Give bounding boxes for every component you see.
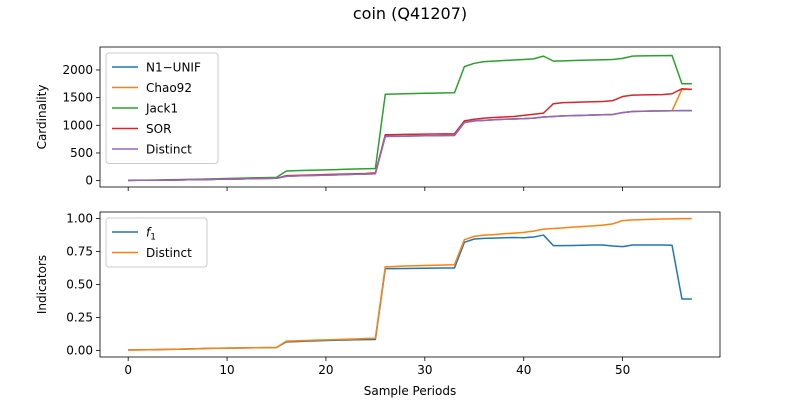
panel2-x-tick-label: 30: [417, 363, 432, 377]
panel2-y-tick-label: 0.00: [66, 343, 93, 357]
panel1-legend-label-chao92: Chao92: [146, 81, 192, 95]
panel1-series-line-distinct: [128, 109, 692, 182]
panel2-legend-label-sub: 1: [150, 233, 156, 243]
panel2-x-tick-label: 20: [318, 363, 333, 377]
panel1-y-tick-label: 1000: [62, 118, 93, 132]
panel2-x-axis-label: Sample Periods: [364, 384, 456, 398]
panel2-y-tick-label: 0.75: [66, 245, 93, 259]
panel2-x-tick-label: 10: [219, 363, 234, 377]
panel1-y-tick-label: 0: [85, 174, 93, 188]
panel2-x-tick-label: 40: [516, 363, 531, 377]
panel1-legend-label-sor: SOR: [146, 122, 171, 136]
panel1-legend-label-jack1: Jack1: [145, 102, 178, 116]
panel1-y-tick-label: 1500: [62, 91, 93, 105]
panel2-legend: f1 Distinct: [105, 217, 208, 268]
panel1: 0 500 1000 1500 2000 Cardinality N1−UNIF Chao92…: [35, 46, 721, 191]
panel1-y-axis-label: Cardinality: [35, 85, 49, 150]
panel2-legend-frame: [105, 217, 208, 268]
panel1-y-tick-label: 2000: [62, 63, 93, 77]
panel1-legend-frame: [105, 52, 219, 164]
panel2-y-tick-label: 0.25: [66, 310, 93, 324]
panel1-legend-label-n1-unif: N1−UNIF: [146, 61, 201, 75]
panel2: 0 10 20 30 40 50 0.00 0.25 0.50 0.75 1.00 Indicator…: [35, 212, 721, 398]
panel2-y-tick-label: 1.00: [66, 212, 93, 226]
panel2-legend-label-main: f: [146, 226, 152, 240]
panel2-series-line-distinct: [128, 217, 692, 351]
panel2-x-tick-label: 50: [615, 363, 630, 377]
panel2-y-axis-label: Indicators: [35, 255, 49, 314]
panel1-legend-label-distinct: Distinct: [146, 143, 192, 157]
panel2-legend-label-f1: f1: [146, 226, 156, 243]
figure-title: coin (Q41207): [353, 4, 467, 23]
panel2-legend-label-distinct: Distinct: [146, 246, 192, 260]
panel1-legend: N1−UNIF Chao92 Jack1 SOR Distinct: [105, 52, 219, 164]
panel2-x-tick-label: 0: [124, 363, 132, 377]
panel1-y-tick-label: 500: [70, 146, 93, 160]
panel2-y-tick-label: 0.50: [66, 278, 93, 292]
panel1-axes-frame: [99, 46, 721, 188]
